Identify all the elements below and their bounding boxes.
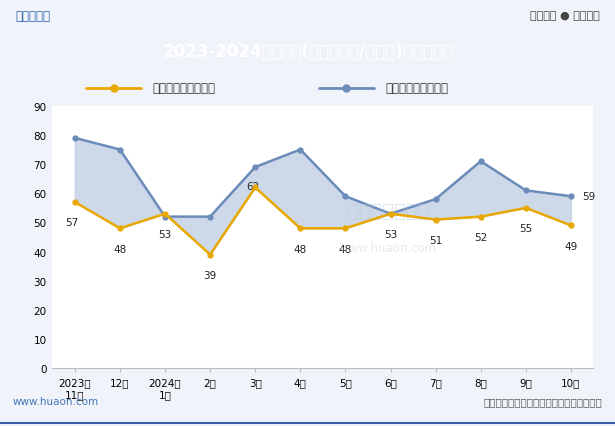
Text: 48: 48 (339, 244, 352, 254)
Text: 55: 55 (519, 224, 533, 233)
Text: 51: 51 (429, 235, 442, 245)
Text: 53: 53 (384, 230, 397, 239)
Text: 2023-2024年辽宁省(境内目的地/货源地)进、出口额: 2023-2024年辽宁省(境内目的地/货源地)进、出口额 (162, 43, 453, 61)
Text: 华经产业研究院: 华经产业研究院 (347, 202, 429, 221)
Text: 华经情报网: 华经情报网 (15, 9, 50, 23)
Text: 62: 62 (246, 181, 259, 191)
Text: 进口总额（亿美元）: 进口总额（亿美元） (385, 82, 448, 95)
Text: 出口总额（亿美元）: 出口总额（亿美元） (153, 82, 215, 95)
Text: 数据来源：中国海关，华经产业研究院整理: 数据来源：中国海关，华经产业研究院整理 (484, 396, 603, 406)
Text: 52: 52 (474, 232, 487, 242)
Text: 53: 53 (159, 230, 172, 239)
Text: 39: 39 (204, 270, 216, 280)
Text: www.huaon.com: www.huaon.com (12, 396, 98, 406)
Text: 49: 49 (565, 241, 577, 251)
Text: 59: 59 (582, 192, 595, 202)
Text: 专业严谨 ● 客观科学: 专业严谨 ● 客观科学 (530, 11, 600, 21)
Text: www.huaon.com: www.huaon.com (339, 242, 437, 254)
Text: 48: 48 (113, 244, 127, 254)
Text: 48: 48 (294, 244, 307, 254)
Text: 57: 57 (65, 218, 79, 228)
